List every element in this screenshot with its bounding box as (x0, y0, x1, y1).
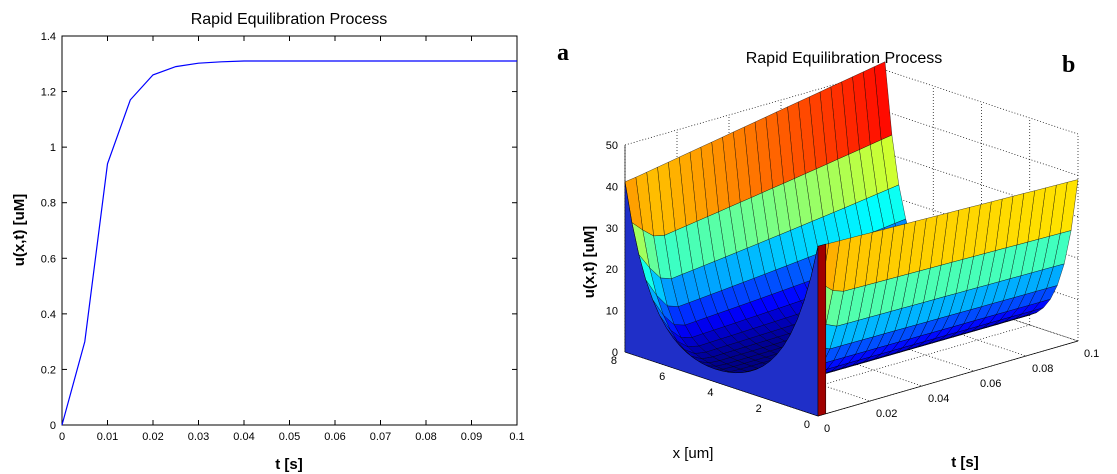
x-tick-label: 8 (611, 355, 617, 367)
x-tick-label: 0.1 (509, 431, 524, 443)
chart-b-zlabel: u(x,t) [uM] (581, 226, 598, 298)
t-tick-label: 0.02 (876, 408, 897, 420)
y-tick-label: 0 (50, 420, 56, 432)
z-tick-label: 50 (606, 140, 618, 152)
y-tick-label: 1 (50, 142, 56, 154)
z-tick-label: 30 (606, 223, 618, 235)
t-tick-label: 0.1 (1084, 348, 1099, 360)
chart-a-xlabel: t [s] (275, 456, 303, 473)
x-tick-label: 2 (756, 403, 762, 415)
t-tick-label: 0 (824, 423, 830, 435)
x-tick-label: 0.01 (97, 431, 118, 443)
chart-b-surface (624, 61, 1079, 417)
x-tick-label: 6 (659, 371, 665, 383)
y-tick-label: 1.2 (41, 87, 56, 99)
x-tick-label: 0.03 (188, 431, 209, 443)
chart-a-series (61, 60, 517, 426)
z-grid-line (884, 69, 1079, 135)
y-tick-label: 0.4 (41, 309, 56, 321)
panel-label-b: b (1062, 52, 1075, 78)
y-tick-label: 0.6 (41, 253, 56, 265)
x-tick-label: 0.09 (461, 431, 482, 443)
series-line (61, 60, 517, 426)
z-tick-label: 20 (606, 264, 618, 276)
t-tick-label: 0.04 (928, 393, 949, 405)
chart-a-ticks: 0 0.01 0.02 0.03 0.04 0.05 0.06 0.07 0.08 0.09 0.1… (41, 31, 525, 443)
t-tick-label: 0.08 (1032, 363, 1053, 375)
x-tick-label: 0.06 (324, 431, 345, 443)
x-tick-label: 0 (804, 419, 810, 431)
surface-initial-wall (624, 181, 819, 417)
z-tick-label: 40 (606, 181, 618, 193)
chart-a-ylabel: u(x,t) [uM] (11, 194, 28, 266)
x-tick-label: 0.02 (142, 431, 163, 443)
surface-chart: Rapid Equilibration Process 010203040500… (581, 50, 1099, 471)
x-tick-label: 0 (59, 431, 65, 443)
chart-b-tlabel: t [s] (951, 454, 979, 471)
x-tick-label: 0.05 (279, 431, 300, 443)
line-chart: Rapid Equilibration Process 0 0.01 0.02 0.0… (11, 11, 525, 473)
x-tick-label: 0.08 (415, 431, 436, 443)
chart-b-xlabel: x [um] (673, 445, 714, 462)
chart-a-plot-area (61, 35, 518, 426)
x-tick-label: 4 (707, 387, 713, 399)
t-axis-edge (817, 340, 1079, 417)
z-tick-label: 10 (606, 306, 618, 318)
z-grid-line (884, 276, 1079, 342)
chart-a-title: Rapid Equilibration Process (191, 11, 388, 28)
chart-b-title: Rapid Equilibration Process (746, 50, 943, 67)
t-tick-label: 0.06 (980, 378, 1001, 390)
y-tick-label: 1.4 (41, 31, 56, 43)
x-tick-label: 0.04 (233, 431, 254, 443)
y-tick-label: 0.8 (41, 198, 56, 210)
z-grid-line (884, 111, 1079, 176)
z-tick-label: 0 (612, 347, 618, 359)
surface-edge-x0 (817, 243, 827, 417)
y-tick-label: 0.2 (41, 364, 56, 376)
panel-label-a: a (557, 40, 569, 66)
x-tick-label: 0.07 (370, 431, 391, 443)
